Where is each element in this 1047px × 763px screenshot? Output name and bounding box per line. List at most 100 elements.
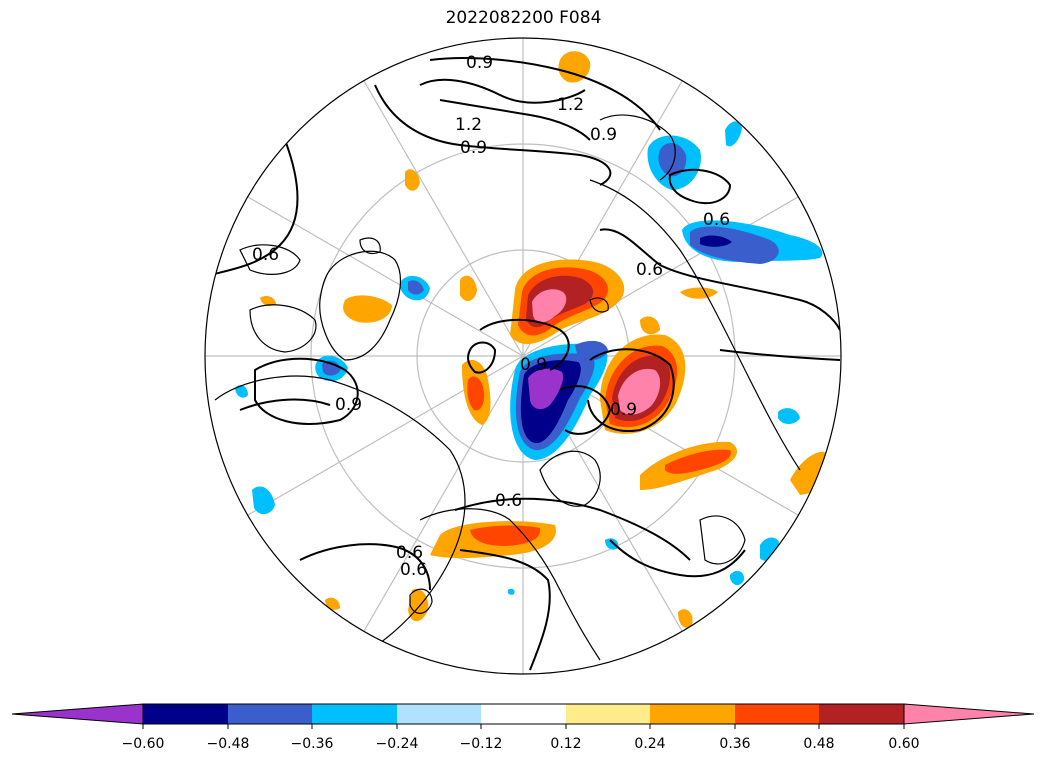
negative-anomaly-region: [235, 385, 248, 398]
colorbar-tick-label: −0.48: [207, 736, 250, 752]
coastline-greenland: [319, 250, 401, 361]
negative-anomaly-region: [760, 537, 780, 561]
coastline-iceland: [409, 588, 433, 614]
coastline-asia-east: [699, 515, 746, 565]
contour-line: [479, 318, 570, 371]
contour-label: 0.6: [636, 260, 663, 280]
contour-label: 0.9: [335, 395, 362, 415]
positive-anomaly-region: [665, 449, 731, 474]
contour-line: [719, 349, 841, 361]
negative-anomaly-region: [700, 235, 732, 247]
contour-label: 0.6: [495, 491, 522, 511]
contour-line: [254, 357, 359, 425]
coastline-scandinavia: [539, 450, 601, 507]
contour-line: [668, 168, 732, 205]
colorbar-segment: [819, 704, 904, 724]
coastline-island: [589, 297, 609, 313]
colorbar-segment: [735, 704, 819, 724]
positive-anomaly-region: [640, 316, 660, 335]
contour-line: [374, 84, 612, 186]
negative-anomaly-region: [528, 368, 564, 410]
negative-anomaly-region: [605, 538, 619, 550]
negative-anomaly-region: [658, 143, 687, 177]
contour-label: 0.9: [590, 125, 617, 145]
colorbar-extend-max: [903, 703, 1035, 725]
negative-anomaly-region: [408, 280, 424, 295]
coastlines: [214, 114, 801, 661]
contour-line: [429, 57, 661, 131]
map-title: 2022082200 F084: [445, 8, 602, 28]
positive-anomaly-region: [467, 376, 485, 411]
colorbar-ticks: [142, 724, 905, 729]
colorbar-segment: [566, 704, 650, 724]
colorbar-tick-label: −0.24: [376, 736, 419, 752]
positive-anomaly-region: [470, 525, 541, 546]
negative-anomaly-region: [730, 570, 745, 586]
coastline-alaska: [599, 114, 676, 181]
colorbar-segment: [312, 704, 397, 724]
contour-line: [466, 341, 497, 374]
contour-line: [587, 348, 675, 432]
positive-anomaly-region: [343, 295, 392, 323]
coastline-island: [359, 237, 381, 255]
coastline-canadian-archipelago: [249, 304, 317, 353]
negative-anomaly-region: [778, 408, 800, 424]
colorbar-frame: [142, 703, 905, 725]
contour-label: 0.6: [252, 245, 279, 265]
contour-line: [299, 543, 431, 591]
contour-line: [239, 398, 331, 411]
colorbar: −0.60 −0.48 −0.36 −0.24 −0.12 0.12 0.24 …: [11, 703, 1035, 752]
coastline-hudson: [239, 244, 301, 275]
colorbar-segment: [650, 704, 735, 724]
contour-line: [439, 99, 591, 141]
colorbar-tick-label: 0.48: [803, 736, 834, 752]
contour-label: 0.9: [520, 355, 547, 375]
anomaly-shading: [235, 51, 832, 628]
colorbar-tick-label: 0.12: [550, 736, 581, 752]
colorbar-tick-label: 0.36: [719, 736, 750, 752]
colorbar-tick-label: 0.24: [634, 736, 665, 752]
contour-label: 0.9: [466, 53, 493, 73]
colorbar-tick-label: −0.36: [291, 736, 334, 752]
contour-label: 0.6: [396, 543, 423, 563]
coastline-north-america: [214, 375, 466, 651]
contour-lines: [209, 57, 841, 671]
colorbar-segment: [143, 704, 228, 724]
contour-line: [419, 78, 586, 104]
contour-label: 0.6: [703, 210, 730, 230]
contour-line: [459, 549, 551, 671]
positive-anomaly-region: [618, 368, 661, 415]
contour-line: [609, 539, 746, 578]
positive-anomaly-region: [325, 597, 340, 610]
positive-anomaly-region: [680, 287, 718, 299]
colorbar-tick-label: 0.60: [888, 736, 919, 752]
positive-anomaly-region: [558, 51, 591, 83]
contour-line: [454, 497, 691, 561]
coastline-siberia: [589, 179, 801, 471]
positive-anomaly-region: [405, 169, 420, 191]
map-boundary: [204, 37, 842, 675]
contour-label: 0.9: [460, 138, 487, 158]
contour-label: 1.2: [557, 95, 584, 115]
contour-line: [599, 228, 841, 331]
contour-line: [559, 385, 612, 435]
map-content: 0.9 1.2 0.9 1.2 0.9 0.6 0.6 0.6 0.9 0.9 …: [205, 38, 841, 674]
negative-anomaly-region: [322, 360, 341, 376]
negative-anomaly-region: [725, 121, 742, 147]
map-disc: 0.9 1.2 0.9 1.2 0.9 0.6 0.6 0.6 0.9 0.9 …: [204, 37, 842, 675]
colorbar-segment: [481, 704, 566, 724]
contour-label: 1.2: [455, 115, 482, 135]
colorbar-tick-label: −0.12: [460, 736, 503, 752]
negative-anomaly-region: [507, 588, 515, 595]
contour-line: [209, 139, 299, 276]
coastline-europe: [419, 508, 601, 661]
positive-anomaly-region: [260, 296, 276, 306]
contour-label: 0.6: [400, 560, 427, 580]
colorbar-tick-label: −0.60: [122, 736, 165, 752]
negative-anomaly-region: [575, 340, 608, 361]
colorbar-segment: [228, 704, 312, 724]
colorbar-extend-min: [11, 703, 144, 725]
negative-anomaly-region: [252, 486, 275, 515]
positive-anomaly-region: [678, 609, 693, 628]
positive-anomaly-region: [460, 275, 477, 302]
